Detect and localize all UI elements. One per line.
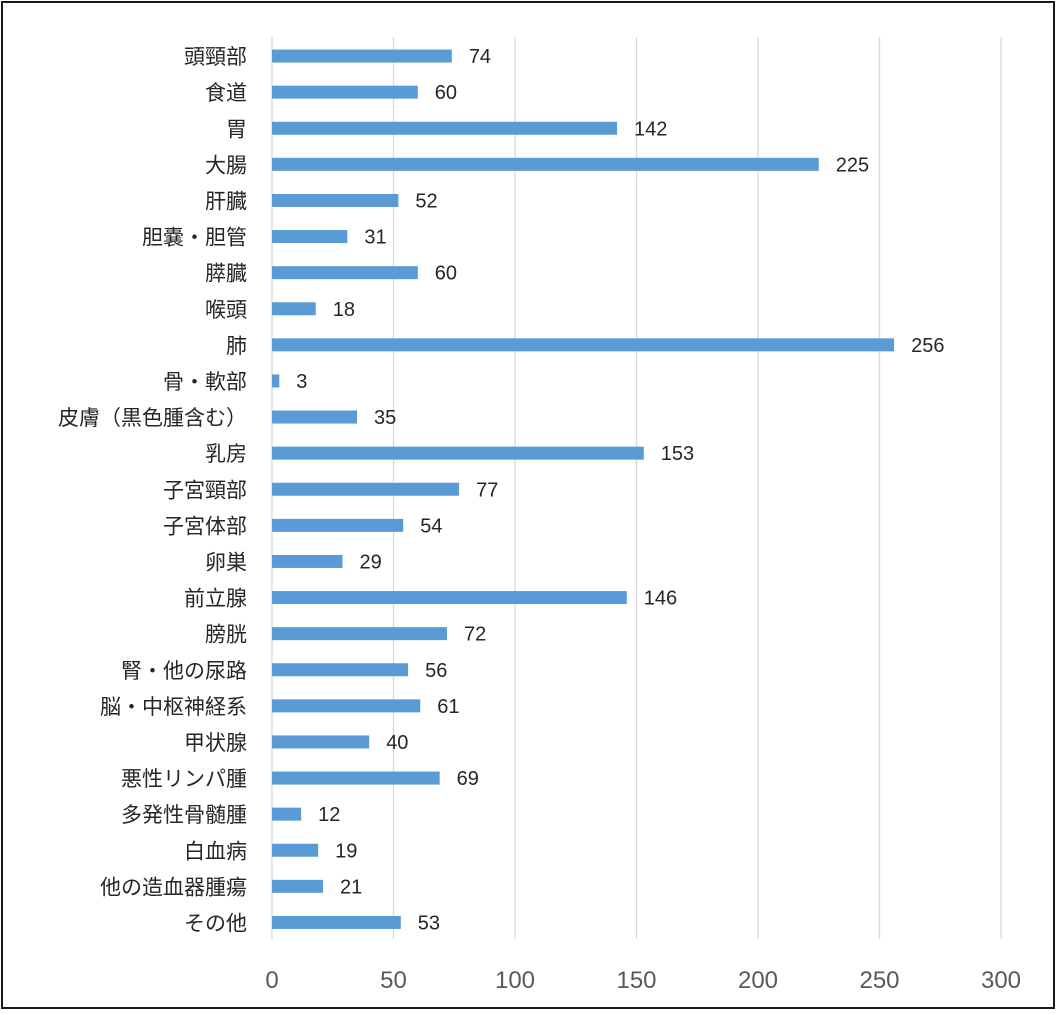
category-label-21: 多発性骨髄腫 bbox=[121, 803, 247, 827]
bar-0 bbox=[272, 49, 452, 63]
value-label-17: 56 bbox=[425, 660, 447, 682]
bar-14 bbox=[272, 554, 343, 568]
value-label-1: 60 bbox=[435, 82, 457, 104]
value-label-6: 60 bbox=[435, 263, 457, 285]
bar-15 bbox=[272, 591, 627, 605]
x-tick-label-250: 250 bbox=[859, 967, 899, 994]
value-label-4: 52 bbox=[415, 190, 437, 212]
bar-18 bbox=[272, 699, 421, 713]
bar-11 bbox=[272, 446, 644, 460]
value-label-2: 142 bbox=[634, 118, 667, 140]
bar-1 bbox=[272, 85, 418, 99]
category-label-2: 胃 bbox=[226, 117, 247, 141]
value-label-15: 146 bbox=[644, 588, 677, 610]
category-label-7: 喉頭 bbox=[205, 298, 247, 322]
category-label-19: 甲状腺 bbox=[184, 731, 247, 755]
value-label-16: 72 bbox=[464, 624, 486, 646]
value-label-5: 31 bbox=[364, 227, 386, 249]
value-label-7: 18 bbox=[333, 299, 355, 321]
category-label-6: 膵臓 bbox=[205, 262, 247, 286]
bar-8 bbox=[272, 338, 895, 352]
bar-12 bbox=[272, 482, 460, 496]
bar-22 bbox=[272, 843, 319, 857]
bar-10 bbox=[272, 410, 358, 424]
category-label-10: 皮膚（黒色腫含む） bbox=[58, 406, 247, 430]
category-label-18: 脳・中枢神経系 bbox=[100, 695, 247, 719]
bar-20 bbox=[272, 771, 440, 785]
category-label-16: 膀胱 bbox=[205, 623, 247, 647]
value-label-24: 53 bbox=[418, 912, 440, 934]
value-label-14: 29 bbox=[359, 551, 381, 573]
bar-17 bbox=[272, 663, 409, 677]
value-label-20: 69 bbox=[457, 768, 479, 790]
value-labels: 74 60 142 225 52 31 60 18 256 3 35 153 77 54 29 146 72 56… bbox=[296, 46, 944, 934]
value-label-3: 225 bbox=[836, 154, 869, 176]
category-label-3: 大腸 bbox=[205, 153, 247, 177]
value-label-18: 61 bbox=[437, 696, 459, 718]
value-label-22: 19 bbox=[335, 840, 357, 862]
value-label-9: 3 bbox=[296, 371, 307, 393]
value-label-13: 54 bbox=[420, 515, 442, 537]
category-label-12: 子宮頸部 bbox=[163, 478, 247, 502]
category-label-8: 肺 bbox=[226, 334, 247, 358]
bar-16 bbox=[272, 627, 447, 641]
category-label-5: 胆嚢・胆管 bbox=[142, 226, 247, 250]
bars bbox=[272, 49, 895, 929]
category-label-24: その他 bbox=[184, 911, 247, 935]
category-label-9: 骨・軟部 bbox=[163, 370, 247, 394]
bar-4 bbox=[272, 193, 399, 207]
x-tick-label-200: 200 bbox=[738, 967, 778, 994]
value-label-19: 40 bbox=[386, 732, 408, 754]
bar-19 bbox=[272, 735, 370, 749]
x-tick-label-100: 100 bbox=[495, 967, 535, 994]
x-tick-label-150: 150 bbox=[616, 967, 656, 994]
x-tick-label-50: 50 bbox=[380, 967, 407, 994]
x-tick-label-0: 0 bbox=[265, 967, 278, 994]
x-tick-label-300: 300 bbox=[981, 967, 1021, 994]
bar-6 bbox=[272, 266, 418, 280]
bar-9 bbox=[272, 374, 280, 388]
value-label-12: 77 bbox=[476, 479, 498, 501]
category-label-11: 乳房 bbox=[205, 442, 247, 466]
bar-24 bbox=[272, 915, 401, 929]
category-label-14: 卵巣 bbox=[205, 550, 247, 574]
bar-3 bbox=[272, 157, 819, 171]
value-label-10: 35 bbox=[374, 407, 396, 429]
value-label-0: 74 bbox=[469, 46, 491, 68]
category-label-15: 前立腺 bbox=[184, 587, 247, 611]
bar-13 bbox=[272, 518, 404, 532]
bar-2 bbox=[272, 121, 618, 135]
value-label-8: 256 bbox=[911, 335, 944, 357]
category-label-0: 頭頸部 bbox=[184, 45, 247, 69]
category-label-13: 子宮体部 bbox=[163, 514, 247, 538]
value-label-21: 12 bbox=[318, 804, 340, 826]
category-label-17: 腎・他の尿路 bbox=[121, 659, 247, 683]
bar-21 bbox=[272, 807, 302, 821]
category-label-20: 悪性リンパ腫 bbox=[121, 767, 247, 791]
category-label-23: 他の造血器腫瘍 bbox=[100, 875, 247, 899]
bar-23 bbox=[272, 879, 324, 893]
value-label-11: 153 bbox=[661, 443, 694, 465]
category-label-22: 白血病 bbox=[184, 839, 247, 863]
category-label-4: 肝臓 bbox=[205, 189, 247, 213]
x-tick-labels: 0 50 100 150 200 250 300 bbox=[265, 967, 1021, 994]
category-label-1: 食道 bbox=[205, 81, 247, 105]
value-label-23: 21 bbox=[340, 876, 362, 898]
gridlines bbox=[271, 37, 1002, 939]
bar-5 bbox=[272, 230, 348, 244]
bar-7 bbox=[272, 302, 316, 316]
